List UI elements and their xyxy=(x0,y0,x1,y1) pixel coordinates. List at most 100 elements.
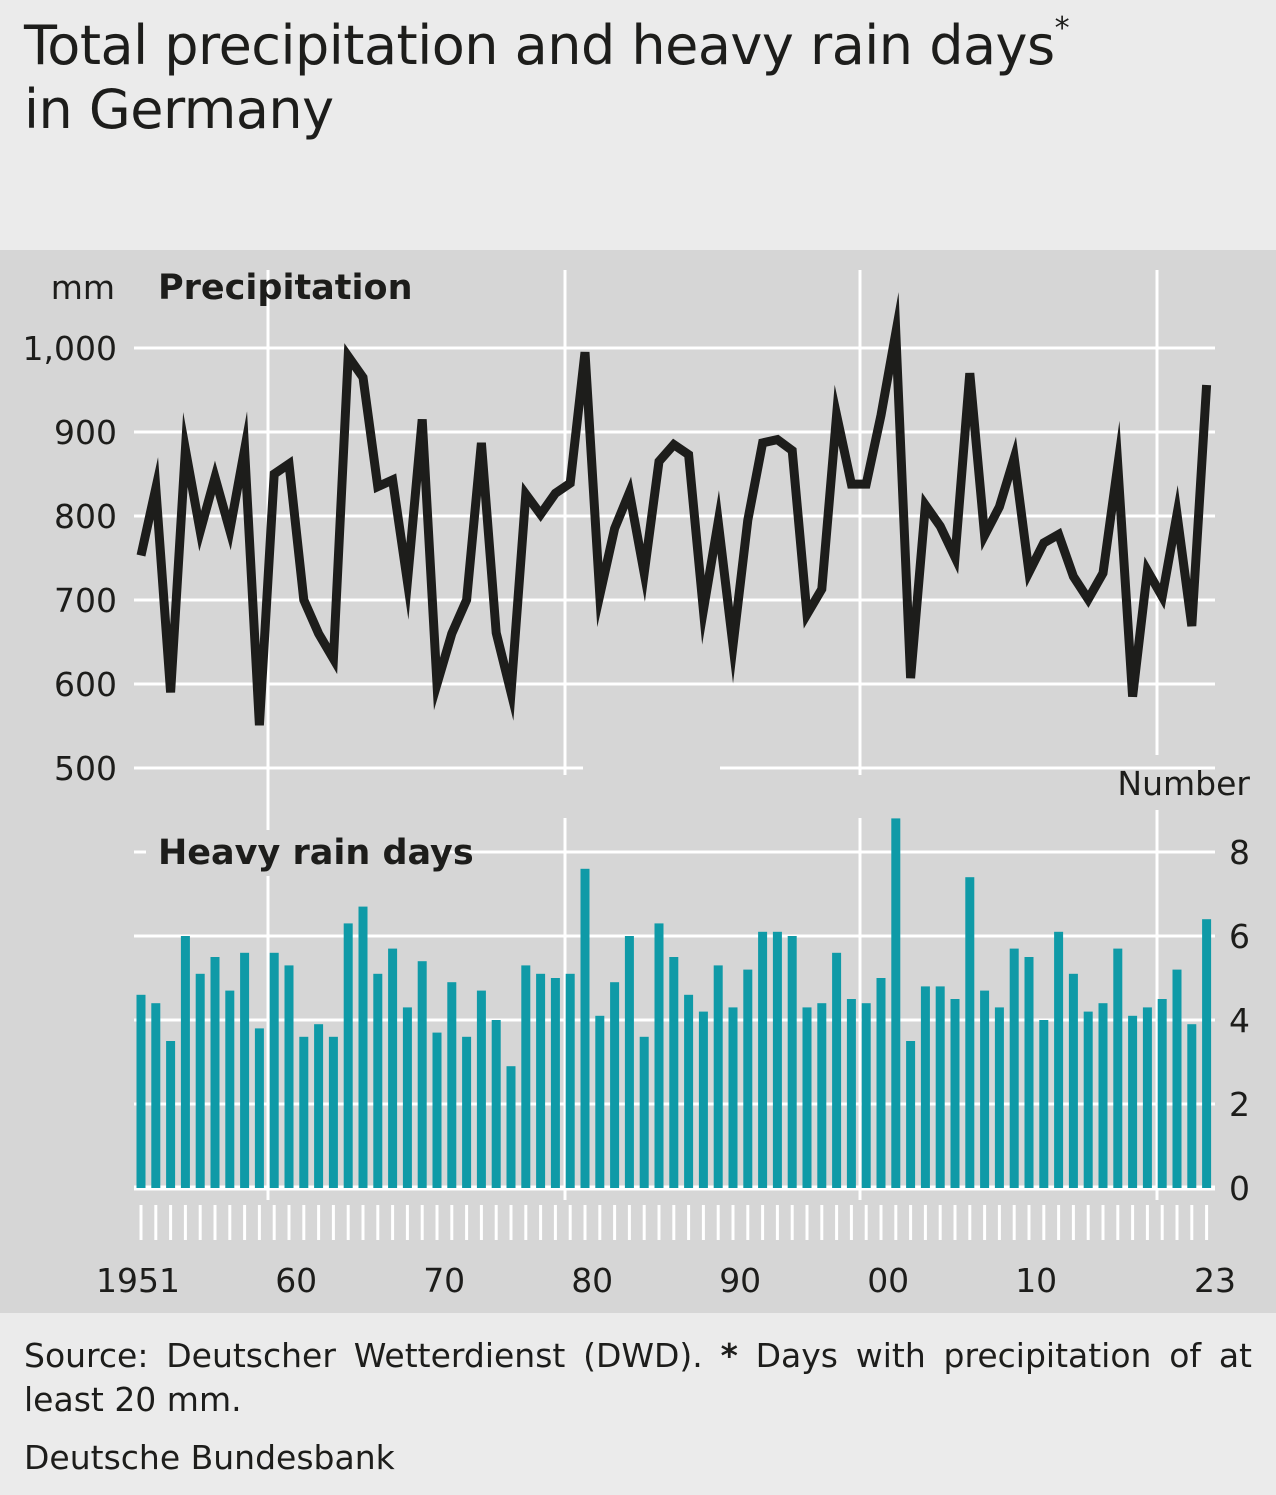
rain-days-bar xyxy=(136,994,146,1188)
rain-days-unit-label: Number xyxy=(1117,764,1250,803)
rain-days-bar xyxy=(950,999,960,1188)
rain-days-bar xyxy=(299,1036,309,1188)
rain-days-bar xyxy=(417,961,427,1188)
rain-days-bar xyxy=(447,982,457,1188)
rain-days-bar xyxy=(521,965,531,1188)
rain-days-bar xyxy=(1024,957,1034,1188)
rain-days-bar xyxy=(698,1011,708,1188)
line-layer xyxy=(136,292,1212,726)
rain-days-bar xyxy=(891,818,901,1188)
x-tick-label: 90 xyxy=(719,1261,761,1300)
rain-days-bar xyxy=(565,973,575,1188)
x-tick-label: 10 xyxy=(1015,1261,1057,1300)
precip-unit-label: mm xyxy=(51,268,115,307)
rain-days-bar xyxy=(1009,948,1019,1188)
bar-layer xyxy=(136,818,1212,1188)
rain-days-bar xyxy=(536,973,546,1188)
rain-days-bar xyxy=(432,1032,442,1188)
rain-days-bar xyxy=(1039,1020,1049,1188)
rain-days-bar xyxy=(669,957,679,1188)
rain-days-y-tick-label: 2 xyxy=(1229,1085,1250,1124)
rain-days-y-tick-label: 4 xyxy=(1229,1001,1250,1040)
rain-days-bar xyxy=(728,1007,738,1188)
rain-days-bar xyxy=(373,973,383,1188)
rain-days-bar xyxy=(713,965,723,1188)
rain-days-bar xyxy=(225,990,235,1188)
rain-days-bar xyxy=(935,986,945,1188)
title-line-2: in Germany xyxy=(24,78,334,141)
rain-days-bar xyxy=(758,931,768,1188)
rain-days-bar xyxy=(1054,931,1064,1188)
rain-days-bar xyxy=(166,1041,176,1188)
rain-days-bar xyxy=(610,982,620,1188)
rain-days-bar xyxy=(1202,919,1212,1188)
chart-footer xyxy=(0,1313,1276,1495)
chart-title: Total precipitation and heavy rain days*… xyxy=(24,14,1254,142)
rain-days-bar xyxy=(994,1007,1004,1188)
rain-days-bar xyxy=(1083,1011,1093,1188)
rain-days-bar xyxy=(180,936,190,1188)
precip-y-tick-label: 1,000 xyxy=(23,329,117,368)
x-tick-label: 70 xyxy=(423,1261,465,1300)
rain-days-bar xyxy=(1098,1003,1108,1188)
x-tick-label: 23 xyxy=(1194,1261,1236,1300)
rain-days-bar xyxy=(772,931,782,1188)
rain-days-y-tick-label: 6 xyxy=(1229,917,1250,956)
rain-days-y-tick-label: 8 xyxy=(1229,833,1250,872)
rain-days-bar xyxy=(358,906,368,1188)
rain-days-bar xyxy=(151,1003,161,1188)
rain-days-bar xyxy=(269,952,279,1188)
rain-days-bar xyxy=(388,948,398,1188)
publisher-label: Deutsche Bundesbank xyxy=(24,1438,395,1477)
precip-y-tick-label: 800 xyxy=(54,497,117,536)
precip-y-tick-label: 600 xyxy=(54,665,117,704)
rain-days-bar xyxy=(476,990,486,1188)
rain-days-bar xyxy=(580,868,590,1188)
rain-days-bar xyxy=(906,1041,916,1188)
rain-days-bar xyxy=(876,978,886,1188)
source-note: Source: Deutscher Wetterdienst (DWD). * … xyxy=(24,1334,1252,1422)
rain-days-bar xyxy=(802,1007,812,1188)
x-tick-label: 1951 xyxy=(96,1261,180,1300)
rain-days-bar xyxy=(491,1020,501,1188)
rain-days-y-tick-label: 0 xyxy=(1229,1169,1250,1208)
chart-header: Total precipitation and heavy rain days*… xyxy=(0,0,1276,242)
title-footnote-marker: * xyxy=(1054,11,1070,46)
rain-days-title-backdrop xyxy=(146,830,442,876)
rain-days-bar xyxy=(920,986,930,1188)
precip-y-tick-label: 900 xyxy=(54,413,117,452)
note-marker: * xyxy=(720,1336,738,1375)
rain-days-bar xyxy=(1172,969,1182,1188)
precip-y-tick-label: 700 xyxy=(54,581,117,620)
rain-days-bar xyxy=(846,999,856,1188)
rain-days-bar xyxy=(506,1066,516,1188)
rain-days-bar xyxy=(832,952,842,1188)
rain-days-bar xyxy=(1068,973,1078,1188)
precip-panel-title: Precipitation xyxy=(158,268,413,308)
rain-days-bar xyxy=(328,1036,338,1188)
rain-days-bar xyxy=(343,923,353,1188)
precip-y-tick-label: 500 xyxy=(54,749,117,788)
rain-days-bar xyxy=(1142,1007,1152,1188)
tick-layer: 500 600 700 800 900 1,000 0 2 4 6 8 1951 60 70 80 90 00 1… xyxy=(23,329,1250,1300)
rain-days-bar xyxy=(462,1036,472,1188)
chart-svg: 500 600 700 800 900 1,000 0 2 4 6 8 1951 60 70 80 90 00 1… xyxy=(23,268,1251,1300)
rain-days-bar xyxy=(787,936,797,1188)
rain-days-bar xyxy=(314,1024,324,1188)
rain-days-bar xyxy=(965,877,975,1188)
rain-days-bar xyxy=(684,994,694,1188)
rain-days-bar xyxy=(639,1036,649,1188)
label-layer: mm Precipitation Number Heavy rain days xyxy=(51,268,1250,876)
rain-days-bar xyxy=(1157,999,1167,1188)
x-tick-label: 80 xyxy=(571,1261,613,1300)
rain-days-bar xyxy=(595,1015,605,1188)
source-text: Source: Deutscher Wetterdienst (DWD). xyxy=(24,1336,703,1375)
x-tick-label: 00 xyxy=(867,1261,909,1300)
rain-days-panel-title: Heavy rain days xyxy=(158,833,474,873)
rain-days-bar xyxy=(550,978,560,1188)
rain-days-bar xyxy=(861,1003,871,1188)
note-text: Days with precipitation of at least 20 m… xyxy=(24,1336,1252,1419)
x-tick-label: 60 xyxy=(275,1261,317,1300)
rain-days-bar xyxy=(980,990,990,1188)
title-line-1: Total precipitation and heavy rain days xyxy=(24,14,1055,77)
